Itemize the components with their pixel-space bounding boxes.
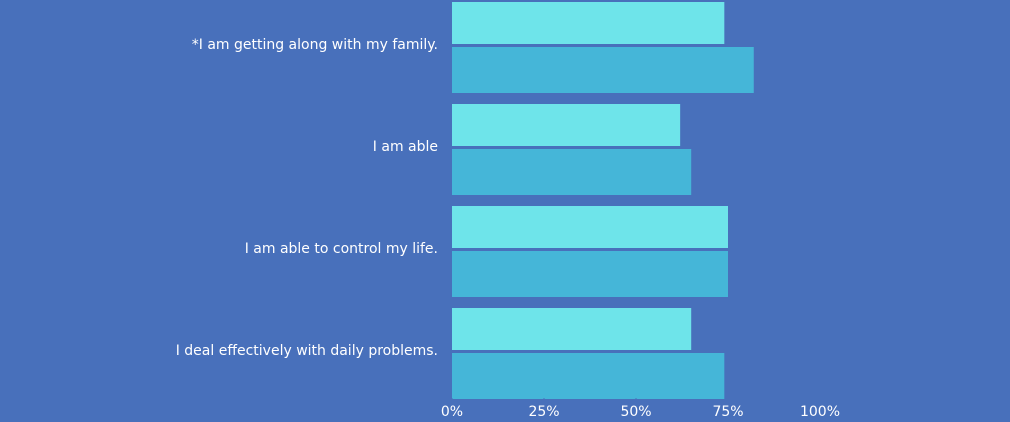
bar <box>452 47 754 93</box>
bar <box>452 251 728 297</box>
bar <box>452 308 692 350</box>
bar <box>452 353 725 399</box>
bar <box>452 149 692 195</box>
bar <box>452 206 728 248</box>
x-tick-label: 50% <box>620 404 651 420</box>
category-label: I deal effectively with daily problems. <box>176 343 438 359</box>
category-label: *I am getting along with my family. <box>192 37 438 53</box>
x-tick-label: 0% <box>441 404 463 420</box>
category-label: I am able to control my life. <box>245 241 438 257</box>
x-tick-label: 75% <box>712 404 743 420</box>
x-tick-label: 100% <box>800 404 840 420</box>
category-label: I am able <box>373 139 438 155</box>
bar <box>452 104 681 146</box>
bar <box>452 2 725 44</box>
x-tick-label: 25% <box>528 404 559 420</box>
